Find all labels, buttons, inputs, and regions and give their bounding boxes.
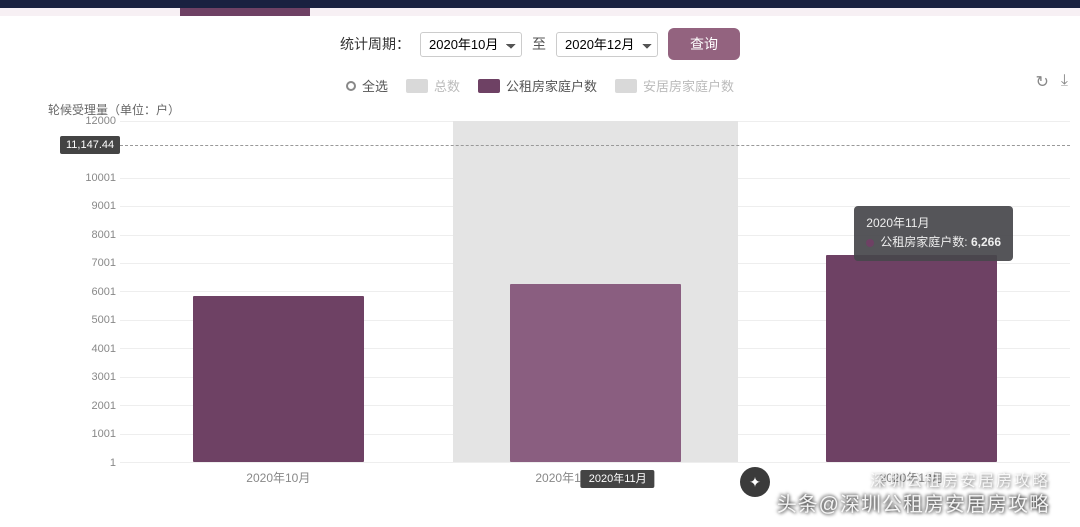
legend-item-gongzu[interactable]: 公租房家庭户数 bbox=[478, 76, 597, 95]
active-tab-indicator bbox=[180, 8, 310, 16]
refresh-icon[interactable]: ↻ bbox=[1036, 72, 1049, 92]
period-separator: 至 bbox=[532, 34, 546, 54]
legend-select-all[interactable]: 全选 bbox=[346, 76, 388, 95]
chart-container: 轮候受理量（单位：户） 1100120013001400150016001700… bbox=[48, 103, 1070, 503]
select-all-icon bbox=[346, 81, 356, 91]
y-tick-label: 12000 bbox=[85, 115, 116, 127]
grid-line bbox=[120, 462, 1070, 463]
bar[interactable] bbox=[193, 296, 364, 462]
tooltip-title: 2020年11月 bbox=[866, 214, 1001, 233]
period-from-select[interactable]: 2020年10月 bbox=[420, 32, 522, 57]
y-tick-label: 7001 bbox=[92, 257, 116, 269]
y-tick-label: 2001 bbox=[92, 400, 116, 412]
legend-row: 全选 总数 公租房家庭户数 安居房家庭户数 ↻ ⤓ bbox=[0, 72, 1080, 103]
top-nav-strip bbox=[0, 0, 1080, 8]
tooltip: 2020年11月公租房家庭户数: 6,266 bbox=[854, 206, 1013, 260]
y-tick-label: 4001 bbox=[92, 343, 116, 355]
plot-area: 11,147.442020年10月2020年12020年11月2020年12月2… bbox=[120, 121, 1070, 463]
y-tick-label: 8001 bbox=[92, 229, 116, 241]
select-all-label: 全选 bbox=[362, 76, 388, 95]
legend-swatch-anju bbox=[615, 79, 637, 93]
y-axis: 1100120013001400150016001700180019001100… bbox=[58, 121, 118, 463]
bar[interactable] bbox=[510, 284, 681, 462]
download-icon[interactable]: ⤓ bbox=[1061, 72, 1068, 92]
legend-label-total: 总数 bbox=[434, 76, 460, 95]
y-tick-label: 1 bbox=[110, 457, 116, 469]
x-tick-label: 2020年12020年11月 bbox=[535, 469, 654, 486]
tab-bar bbox=[0, 8, 1080, 16]
y-tick-label: 3001 bbox=[92, 371, 116, 383]
filter-row: 统计周期： 2020年10月 至 2020年12月 查询 bbox=[0, 16, 1080, 72]
y-tick-label: 10001 bbox=[85, 172, 116, 184]
query-button[interactable]: 查询 bbox=[668, 28, 740, 60]
legend-label-anju: 安居房家庭户数 bbox=[643, 76, 734, 95]
tooltip-dot bbox=[866, 239, 874, 247]
reference-line bbox=[120, 145, 1070, 146]
watermark-avatar: ✦ bbox=[740, 467, 770, 497]
tooltip-row: 公租房家庭户数: 6,266 bbox=[866, 233, 1001, 252]
chart-toolbar: ↻ ⤓ bbox=[1036, 72, 1068, 92]
y-tick-label: 5001 bbox=[92, 314, 116, 326]
watermark-line2: 头条@深圳公租房安居房攻略 bbox=[777, 488, 1050, 517]
legend-item-anju[interactable]: 安居房家庭户数 bbox=[615, 76, 734, 95]
legend-swatch-gongzu bbox=[478, 79, 500, 93]
reference-badge: 11,147.44 bbox=[60, 136, 120, 154]
y-tick-label: 6001 bbox=[92, 286, 116, 298]
x-tick-label: 2020年10月 bbox=[246, 469, 310, 486]
x-tick-badge: 2020年11月 bbox=[581, 470, 655, 488]
y-tick-label: 9001 bbox=[92, 200, 116, 212]
legend-label-gongzu: 公租房家庭户数 bbox=[506, 76, 597, 95]
bar[interactable] bbox=[826, 255, 997, 462]
legend-item-total[interactable]: 总数 bbox=[406, 76, 460, 95]
legend-swatch-total bbox=[406, 79, 428, 93]
period-label: 统计周期： bbox=[340, 34, 410, 54]
y-tick-label: 1001 bbox=[92, 428, 116, 440]
period-to-select[interactable]: 2020年12月 bbox=[556, 32, 658, 57]
